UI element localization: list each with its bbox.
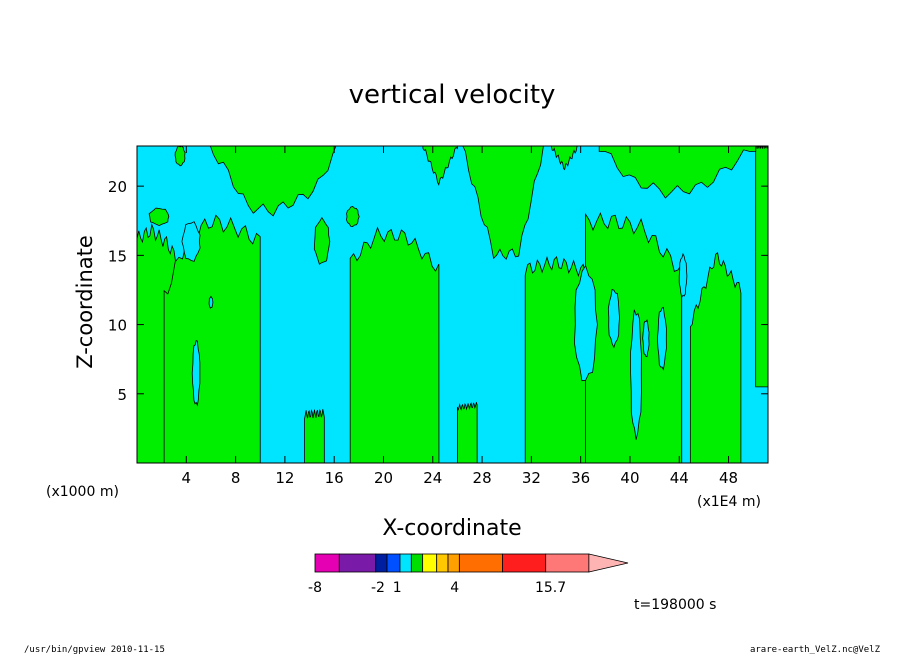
x-tick-label: 4 xyxy=(182,469,192,487)
footer-left: /usr/bin/gpview 2010-11-15 xyxy=(24,645,165,654)
colorbar-segment xyxy=(399,553,412,573)
colorbar-segment xyxy=(314,553,340,573)
colorbar-arrow xyxy=(588,553,629,573)
updraft-top-3 xyxy=(462,146,544,260)
downdraft-hole-9 xyxy=(678,252,688,299)
downdraft-hole-8 xyxy=(656,306,667,371)
updraft-top-5 xyxy=(598,146,757,199)
updraft-band-9 xyxy=(755,146,768,388)
colorbar-segment xyxy=(386,553,401,573)
colorbar-segment xyxy=(375,553,388,573)
y-ticks: 5 10 15 20 xyxy=(108,178,768,404)
y-tick-label: 5 xyxy=(117,386,127,404)
x-scale-note: (x1E4 m) xyxy=(697,494,761,510)
x-tick-label: 32 xyxy=(522,469,541,487)
downdraft-hole-1 xyxy=(181,221,201,262)
time-label: t=198000 s xyxy=(634,597,716,613)
updraft-blob-1 xyxy=(313,216,331,265)
colorbar-segment xyxy=(338,553,377,573)
downdraft-hole-5 xyxy=(607,288,620,349)
x-tick-label: 28 xyxy=(473,469,492,487)
downdraft-hole-4 xyxy=(573,264,598,382)
contour-regions xyxy=(137,146,768,463)
colorbar-segment xyxy=(545,553,590,573)
downdraft-hole-3 xyxy=(208,295,214,309)
colorbar-level-label: -8 xyxy=(308,580,322,596)
colorbar-segment xyxy=(458,553,503,573)
colorbar-level-label: 1 xyxy=(393,580,402,596)
colorbar-segment xyxy=(436,553,449,573)
x-tick-label: 20 xyxy=(374,469,393,487)
updraft-blob-2 xyxy=(346,206,360,228)
chart-title: vertical velocity xyxy=(349,80,556,110)
updraft-band-2 xyxy=(163,214,261,463)
colorbar-level-label: -2 xyxy=(371,580,385,596)
x-tick-label: 36 xyxy=(571,469,590,487)
plot-frame xyxy=(136,145,769,464)
y-tick-label: 15 xyxy=(108,247,127,265)
colorbar-segment xyxy=(502,553,547,573)
updraft-top-1 xyxy=(209,146,337,217)
x-tick-label: 44 xyxy=(670,469,689,487)
y-tick-label: 20 xyxy=(108,178,127,196)
x-tick-label: 48 xyxy=(719,469,738,487)
x-tick-label: 16 xyxy=(325,469,344,487)
updraft-band-3 xyxy=(304,408,325,463)
colorbar-segment xyxy=(422,553,438,573)
updraft-band-6 xyxy=(524,255,589,463)
updraft-top-2 xyxy=(422,146,458,186)
colorbar-level-label: 4 xyxy=(450,580,459,596)
y-axis-label: Z-coordinate xyxy=(73,235,97,369)
updraft-band-5 xyxy=(457,402,478,463)
downdraft-hole-6 xyxy=(630,309,642,440)
x-ticks: 4 8 12 16 20 24 28 32 36 40 44 48 xyxy=(182,146,738,487)
x-axis-label: X-coordinate xyxy=(382,516,521,541)
updraft-blob-4 xyxy=(174,146,186,167)
downdraft-hole-2 xyxy=(191,340,201,407)
x-tick-label: 40 xyxy=(620,469,639,487)
updraft-blob-3 xyxy=(148,207,170,227)
y-tick-label: 10 xyxy=(108,317,127,335)
updraft-band-8 xyxy=(689,251,742,463)
x-tick-label: 8 xyxy=(231,469,241,487)
updraft-band-4 xyxy=(349,226,440,463)
updraft-top-4 xyxy=(550,146,578,171)
colorbar-segment xyxy=(410,553,424,573)
colorbar-level-label: 15.7 xyxy=(535,580,566,596)
colorbar-labels: -8 -2 1 4 15.7 xyxy=(308,580,566,596)
downdraft-hole-7 xyxy=(642,319,650,358)
footer-right: arare-earth_VelZ.nc@VelZ xyxy=(750,645,881,654)
x-tick-label: 24 xyxy=(423,469,442,487)
x-tick-label: 12 xyxy=(275,469,294,487)
colorbar-segment xyxy=(447,553,460,573)
x-unit-note: (x1000 m) xyxy=(46,484,119,500)
colorbar xyxy=(314,553,629,573)
